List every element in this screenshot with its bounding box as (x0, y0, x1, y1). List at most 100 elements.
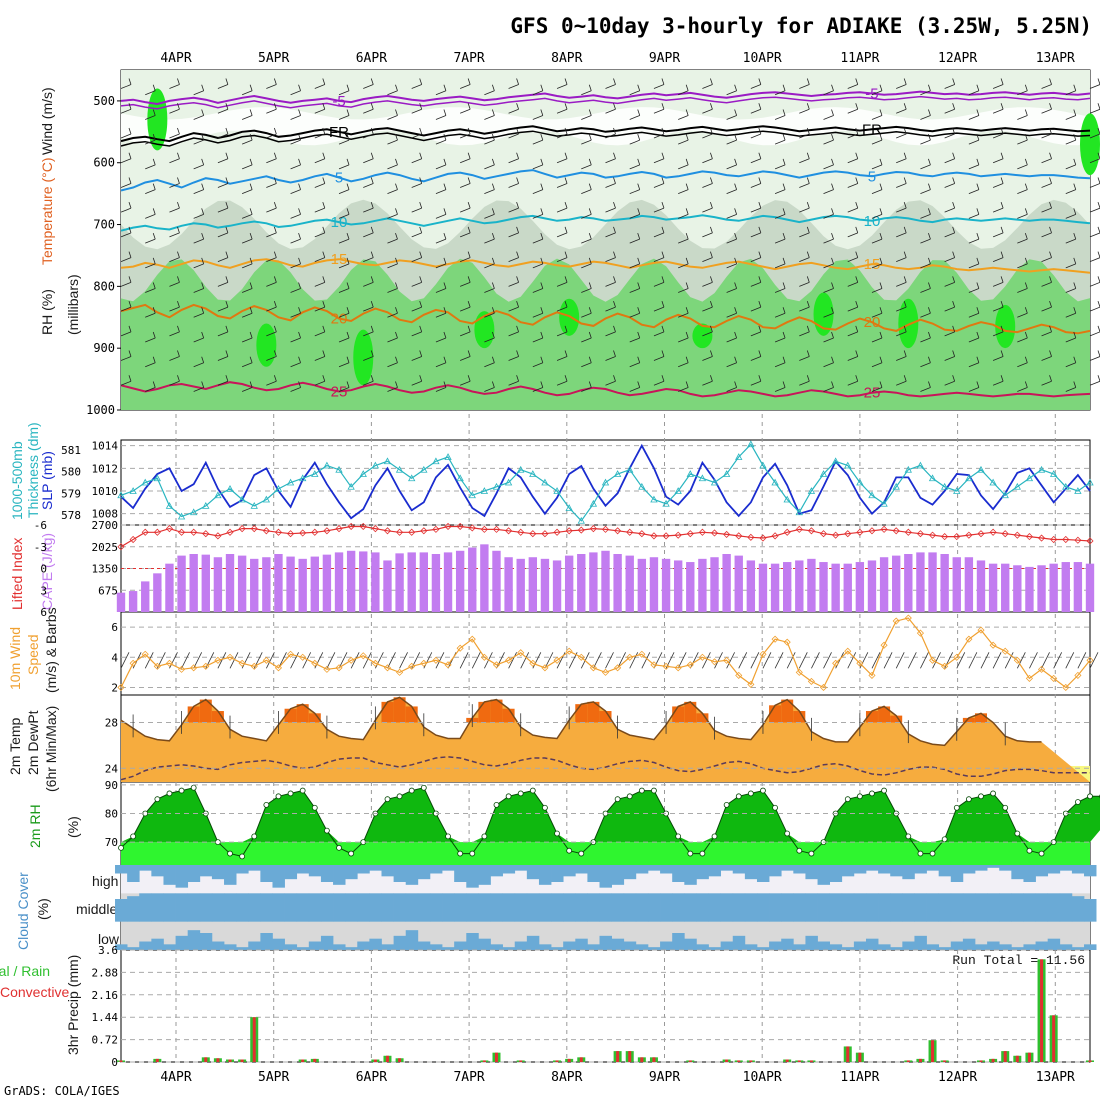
precip-tick-label: 0.72 (92, 1034, 119, 1047)
wind-barb (944, 306, 955, 312)
wind-barb (363, 306, 374, 312)
wind-barb-flag (806, 375, 810, 382)
wind-barb-10m (702, 652, 711, 669)
wind-barb-flag (152, 183, 156, 190)
wind-barb-flag (249, 208, 253, 215)
li-point (892, 527, 900, 535)
wind-barb-flag (128, 152, 132, 159)
precip-tick-label: 1.44 (92, 1011, 119, 1024)
wind-barb-flag (855, 103, 859, 110)
wind-barb-flag (928, 381, 931, 388)
wind-barb (120, 133, 132, 139)
wind-barb-flag (661, 350, 665, 357)
cloud-middle-bar (1084, 899, 1097, 922)
wind-barb-flag (758, 127, 762, 135)
wind-barb-flag (734, 134, 738, 141)
wind-barb-10m (883, 652, 893, 669)
wind-barb (678, 387, 689, 392)
wind-barb (823, 337, 834, 343)
li-point (117, 543, 125, 551)
wind-speed-point (383, 664, 392, 672)
wind-barb (290, 115, 301, 120)
wind-barb (363, 158, 374, 164)
wind-barb (484, 337, 495, 343)
rh2m-point (396, 793, 403, 800)
wind-barb (363, 257, 374, 263)
thickness-point (710, 478, 719, 486)
wind-barb-flag (128, 325, 132, 332)
cloud-middle-bar (950, 893, 964, 922)
li-point (941, 533, 949, 541)
wind-barb-flag (831, 134, 834, 141)
wind-barb (1017, 362, 1028, 368)
wind-barb-flag (540, 158, 544, 166)
cape-bar (492, 550, 501, 612)
wind-barb (169, 281, 180, 287)
wind-barb-flag (806, 127, 810, 135)
wind-barb (338, 213, 350, 219)
wind-barb (217, 281, 229, 287)
wind-barb-flag (540, 331, 544, 339)
li-point (589, 525, 597, 533)
wind-barb (411, 183, 422, 188)
cloud-low-bar (333, 944, 346, 950)
temp-area (121, 697, 1090, 782)
wind-barb-flag (201, 232, 205, 240)
wind-barb (145, 90, 156, 96)
wind-barb (629, 164, 640, 170)
wind-barb-flag (879, 183, 883, 190)
wind-speed-point (444, 661, 452, 669)
cloud-high-bar (817, 865, 831, 885)
wind-barb (338, 337, 350, 343)
cape-bar (225, 554, 235, 612)
wind-barb (266, 306, 277, 312)
pressure-tick-label: 900 (93, 341, 115, 355)
rh2m-point (190, 784, 197, 791)
cloud-middle-bar (647, 893, 661, 922)
wind-barb (653, 281, 665, 287)
wind-barb-flag (637, 232, 641, 240)
wind-barb-10m (980, 652, 990, 669)
wind-barb (217, 257, 229, 263)
wind-barb (920, 164, 931, 170)
wind-barb (484, 164, 495, 170)
wind-barb (338, 263, 350, 269)
cloud-axis-label: Cloud Cover (15, 872, 31, 950)
wind-barb-flag (1000, 325, 1004, 332)
cloud-high-bar (502, 865, 516, 874)
wind-barb-flag (128, 226, 132, 234)
wind-barb-flag (322, 375, 326, 382)
precip-tick-label: 2.16 (92, 989, 119, 1002)
wind-speed-point (565, 647, 573, 655)
wind-barb (1041, 108, 1052, 114)
wind-barb (411, 158, 422, 164)
date-label-bottom: 10APR (743, 1070, 782, 1085)
rh-patch-bright (559, 298, 580, 336)
cloud-high-bar (708, 865, 721, 877)
cloud-low-bar (878, 944, 891, 950)
wind-barb-flag (903, 152, 907, 159)
wind-barb-10m (144, 652, 154, 669)
wind-barb-flag (1024, 84, 1028, 91)
wind-barb-flag (637, 282, 641, 289)
cloud-high-bar (781, 865, 794, 871)
temp-hot-segment (575, 704, 588, 723)
wind-barb (605, 158, 616, 164)
cloud-middle-bar (357, 893, 370, 922)
date-label-bottom: 13APR (1036, 1070, 1075, 1085)
isotherm-label: 15 (864, 256, 881, 273)
li-point (274, 528, 283, 536)
wind-barb (338, 164, 350, 170)
wind-barb (847, 306, 858, 312)
cape-bar (698, 558, 707, 612)
rh2m-point (469, 850, 476, 857)
cloud-low-bar (684, 938, 697, 950)
wind-barb-flag (443, 109, 447, 116)
cloud-high-bar (756, 865, 770, 882)
wind-barb (1041, 257, 1052, 263)
wind-barb-flag (1024, 381, 1028, 388)
cloud-middle-bar (502, 893, 516, 922)
wind-barb (799, 158, 810, 164)
wind-speed-point (832, 659, 840, 667)
cloud-unit-label: (%) (35, 898, 51, 920)
